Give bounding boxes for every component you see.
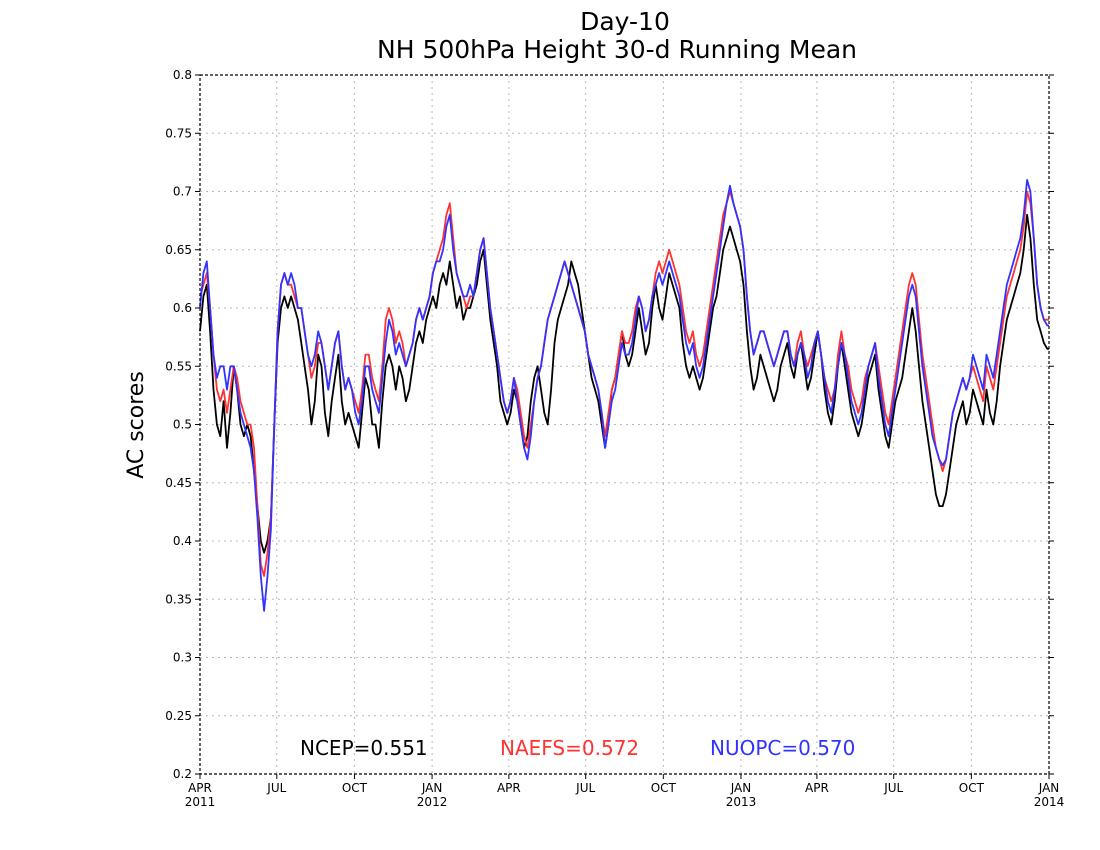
x-tick-label: APR: [805, 781, 829, 795]
series-line-nuopc: [199, 179, 1049, 612]
x-tick-label: OCT: [959, 781, 985, 795]
x-tick-label: APR: [497, 781, 521, 795]
x-tick-label: OCT: [651, 781, 677, 795]
y-tick-label: 0.5: [173, 418, 192, 432]
x-tick-label: JUL: [575, 781, 595, 795]
y-tick-label: 0.45: [165, 476, 192, 490]
x-tick-label: JUL: [883, 781, 903, 795]
x-tick-year: 2014: [1034, 795, 1065, 809]
legend-entry-nuopc: NUOPC=0.570: [710, 736, 855, 760]
y-tick-label: 0.6: [173, 301, 192, 315]
y-tick-label: 0.8: [173, 68, 192, 82]
y-tick-label: 0.7: [173, 185, 192, 199]
legend: NCEP=0.551 NAEFS=0.572 NUOPC=0.570: [300, 736, 855, 760]
y-tick-label: 0.25: [165, 709, 192, 723]
x-tick-label: OCT: [342, 781, 368, 795]
x-tick-label: JAN: [421, 781, 443, 795]
y-tick-label: 0.55: [165, 359, 192, 373]
y-tick-label: 0.3: [173, 651, 192, 665]
y-tick-label: 0.4: [173, 534, 192, 548]
x-tick-year: 2012: [417, 795, 448, 809]
x-tick-label: JAN: [1038, 781, 1060, 795]
y-tick-label: 0.65: [165, 243, 192, 257]
chart-subtitle: NH 500hPa Height 30-d Running Mean: [377, 35, 857, 64]
x-tick-label: APR: [188, 781, 212, 795]
gridlines: [200, 75, 1049, 774]
y-axis-ticks: 0.2 0.25 0.3 0.35 0.4 0.45 0.5 0.55 0.6 0.65 0.7 0.…: [165, 68, 1054, 781]
chart-title: Day-10: [580, 7, 670, 36]
x-tick-year: 2011: [185, 795, 216, 809]
y-tick-label: 0.35: [165, 592, 192, 606]
y-tick-label: 0.2: [173, 767, 192, 781]
series-layer: [199, 179, 1049, 612]
y-axis-label: AC scores: [124, 371, 149, 479]
x-tick-label: JUL: [266, 781, 286, 795]
x-tick-year: 2013: [726, 795, 757, 809]
x-tick-label: JAN: [730, 781, 752, 795]
legend-entry-ncep: NCEP=0.551: [300, 736, 428, 760]
y-tick-label: 0.75: [165, 126, 192, 140]
legend-entry-naefs: NAEFS=0.572: [500, 736, 639, 760]
